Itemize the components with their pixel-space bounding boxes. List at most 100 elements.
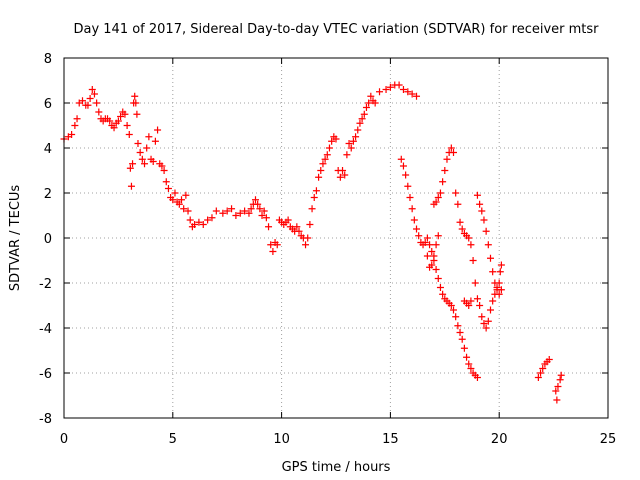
data-point (441, 167, 449, 174)
data-point (423, 234, 431, 242)
data-point (269, 248, 277, 255)
data-point (127, 182, 135, 190)
data-point (415, 232, 423, 240)
data-point (169, 196, 177, 204)
data-point (452, 313, 460, 321)
data-point (395, 81, 403, 89)
data-point (312, 187, 320, 195)
data-point (260, 207, 268, 215)
y-tick-label: -6 (39, 367, 52, 382)
data-point (178, 196, 186, 204)
data-point (413, 92, 421, 100)
data-point (495, 290, 503, 298)
data-point (473, 374, 481, 381)
data-point (450, 149, 458, 156)
data-point (136, 149, 144, 156)
data-point (354, 126, 362, 134)
data-point (125, 131, 133, 138)
data-point (452, 189, 460, 197)
data-point (171, 189, 179, 197)
data-point (306, 221, 314, 228)
data-point (358, 115, 366, 123)
data-point (212, 207, 220, 215)
data-point (539, 365, 547, 372)
data-point (267, 241, 275, 249)
data-point (132, 99, 140, 107)
data-point (123, 122, 131, 129)
data-point (160, 167, 168, 174)
data-point (458, 225, 466, 233)
y-tick-label: 8 (44, 52, 52, 67)
data-point (476, 302, 484, 309)
data-point (317, 167, 325, 174)
y-tick-label: -4 (39, 322, 52, 337)
data-point (545, 356, 553, 363)
x-tick-label: 20 (491, 432, 508, 447)
data-point (302, 241, 310, 249)
data-point (343, 151, 351, 159)
data-point (454, 200, 462, 208)
data-point (460, 344, 468, 352)
data-point (497, 261, 505, 269)
data-point (436, 284, 444, 291)
data-point (208, 214, 216, 222)
data-point (175, 200, 183, 208)
data-point (95, 108, 103, 116)
data-point (258, 212, 266, 219)
data-point (262, 214, 270, 222)
data-point (467, 241, 475, 249)
data-point (151, 137, 159, 145)
data-point (247, 205, 255, 213)
data-point (184, 207, 192, 215)
data-point (68, 131, 76, 138)
data-point (121, 110, 129, 118)
data-point (406, 194, 414, 201)
data-point (402, 171, 410, 179)
data-point (182, 191, 190, 199)
data-point (469, 257, 477, 264)
chart-title: Day 141 of 2017, Sidereal Day-to-day VTE… (73, 22, 599, 37)
data-point (114, 117, 122, 125)
data-point (162, 178, 170, 186)
data-point (491, 279, 499, 287)
data-point (476, 200, 484, 208)
data-point (556, 376, 564, 384)
axis-ticks: 0 5 10 15 20 25 -8 -6 -4 -2 0 2 4 6 8 (39, 52, 616, 447)
data-point (454, 322, 462, 330)
data-point (456, 329, 464, 336)
data-point (534, 374, 542, 381)
data-point (319, 160, 327, 168)
x-tick-label: 15 (382, 432, 399, 447)
data-point (376, 88, 384, 96)
data-point (382, 86, 390, 93)
x-axis-label: GPS time / hours (282, 460, 391, 475)
data-point (447, 302, 455, 309)
data-point (367, 92, 375, 100)
data-point (480, 320, 488, 327)
data-point (315, 173, 323, 181)
x-tick-label: 5 (169, 432, 177, 447)
data-point (404, 182, 412, 190)
data-point (186, 216, 194, 224)
data-point (325, 144, 333, 152)
data-point (397, 155, 405, 163)
data-point (473, 295, 481, 303)
data-point (465, 360, 473, 368)
data-point (484, 241, 492, 249)
data-point (339, 167, 347, 174)
data-point (447, 144, 455, 152)
data-point (443, 155, 451, 163)
data-point (284, 216, 292, 224)
data-point (553, 396, 561, 404)
data-point (126, 164, 134, 172)
y-tick-label: 0 (44, 232, 52, 247)
y-tick-label: -2 (39, 277, 52, 292)
data-point (131, 92, 139, 100)
data-point (399, 86, 407, 93)
data-point (241, 207, 249, 215)
data-point (106, 117, 114, 125)
data-points (60, 81, 565, 404)
data-point (423, 252, 431, 260)
